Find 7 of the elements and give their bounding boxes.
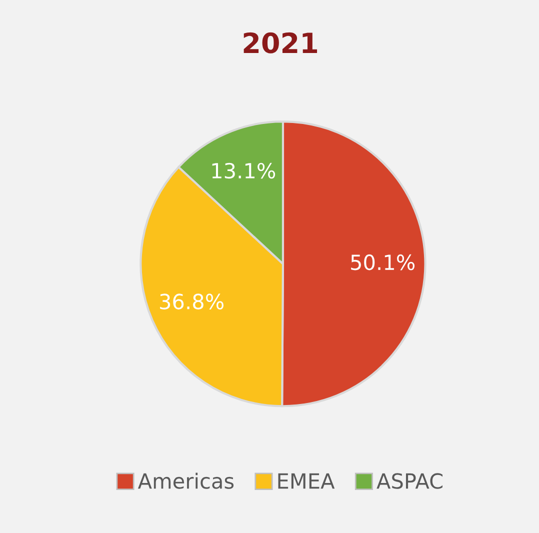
legend-label: ASPAC: [376, 473, 442, 489]
data-label: 36.8%: [160, 294, 224, 310]
data-label: 50.1%: [351, 254, 415, 270]
legend-label: Americas: [138, 472, 234, 489]
legend-label: EMEA: [278, 473, 335, 489]
data-label: 13.1%: [212, 162, 276, 179]
chart-title: 2021: [244, 32, 318, 54]
